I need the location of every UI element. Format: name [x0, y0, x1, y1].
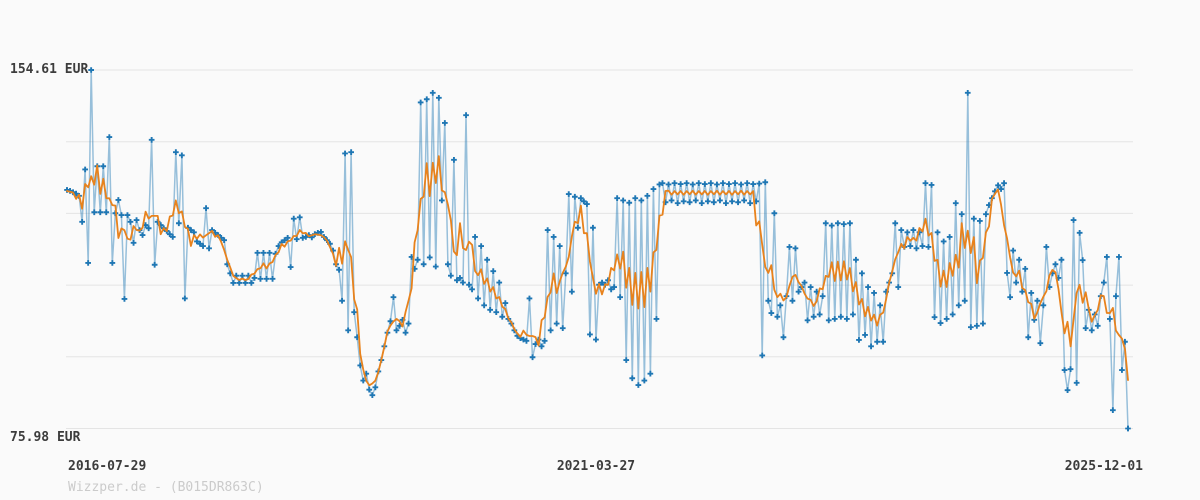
price-series-line [66, 69, 1129, 429]
x-tick-mid: 2021-03-27 [557, 459, 635, 474]
price-series-markers [64, 67, 1131, 432]
gridlines [66, 69, 1133, 429]
y-min-label: 75.98 EUR [10, 430, 81, 445]
watermark: Wizzper.de - (B015DR863C) [68, 480, 264, 495]
moving-average-line [66, 155, 1129, 387]
x-tick-left: 2016-07-29 [68, 459, 146, 474]
x-tick-right: 2025-12-01 [1065, 459, 1143, 474]
y-max-label: 154.61 EUR [10, 62, 88, 77]
